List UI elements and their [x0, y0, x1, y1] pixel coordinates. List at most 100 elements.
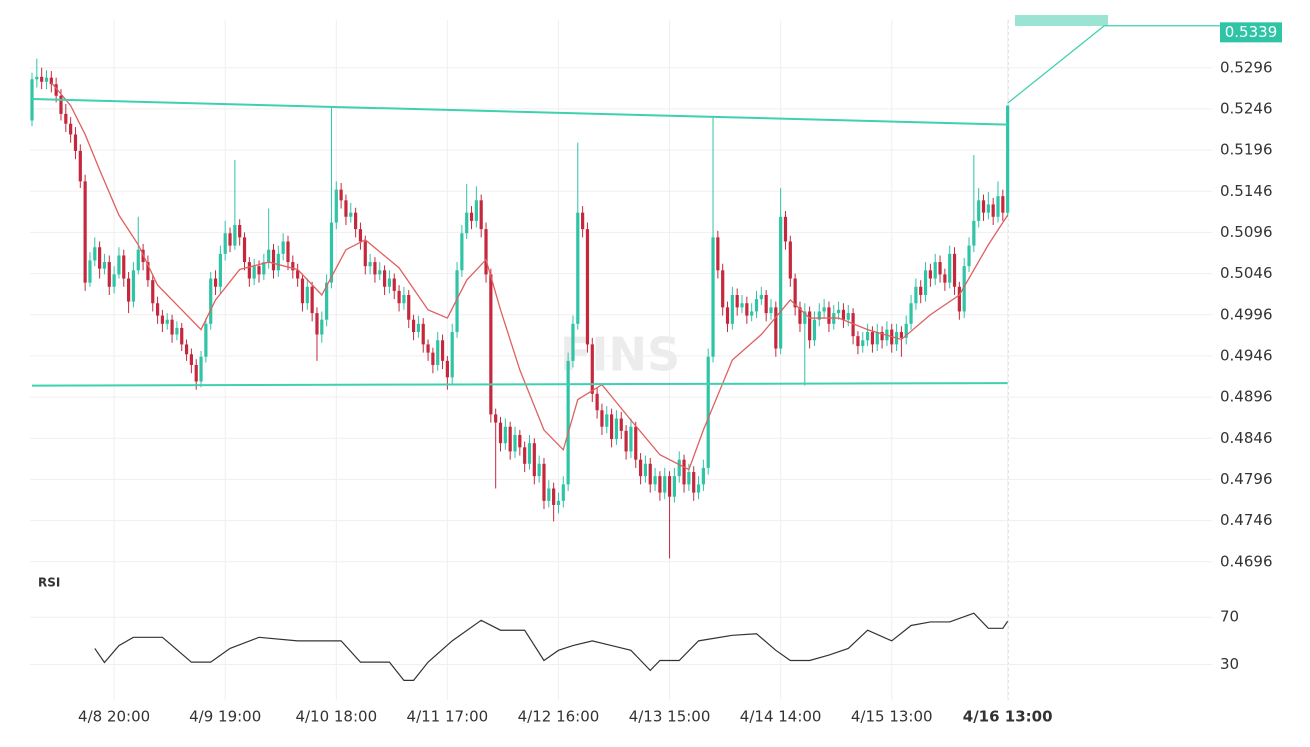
y-tick-label: 0.5146	[1220, 182, 1273, 200]
candle-body	[117, 255, 121, 275]
candle-body	[180, 327, 184, 345]
candle-body	[223, 233, 227, 254]
candle-body	[677, 459, 681, 477]
candle-body	[523, 447, 527, 464]
candle-body	[276, 253, 280, 271]
candle-body	[320, 319, 324, 335]
candle-body	[35, 76, 39, 80]
candle-body	[880, 332, 884, 341]
candle-body	[421, 323, 425, 345]
candle-body	[334, 189, 338, 223]
candle-body	[846, 313, 850, 320]
rsi-tick-label: 70	[1220, 608, 1239, 626]
y-tick-label: 0.4946	[1220, 346, 1273, 364]
candle-body	[440, 340, 445, 361]
candle-body	[745, 303, 749, 316]
candle-body	[122, 255, 126, 279]
candle-body	[436, 340, 440, 365]
x-tick-label: 4/9 19:00	[189, 708, 261, 726]
candle-body	[769, 307, 773, 314]
candle-body	[827, 307, 831, 324]
candle-body	[146, 262, 150, 281]
y-tick-label: 0.5296	[1220, 58, 1273, 76]
candle-body	[948, 253, 952, 283]
candle-body	[624, 430, 628, 452]
candle-body	[363, 241, 367, 267]
candle-body	[242, 237, 247, 263]
candle-body	[102, 262, 107, 269]
x-tick-label: 4/16 13:00	[963, 708, 1053, 726]
candle-body	[503, 426, 507, 444]
candle-body	[923, 270, 928, 295]
candle-body	[856, 336, 860, 347]
candle-body	[78, 150, 82, 182]
candle-body	[711, 237, 715, 357]
candle-body	[218, 253, 222, 287]
candle-body	[527, 443, 532, 464]
candle-body	[919, 286, 923, 295]
candle-body	[411, 319, 416, 333]
candle-body	[407, 295, 411, 320]
candle-body	[648, 463, 652, 485]
candle-body	[962, 266, 966, 312]
candle-body	[465, 212, 469, 234]
candle-body	[783, 216, 788, 242]
candle-body	[54, 84, 58, 96]
candle-body	[339, 189, 343, 201]
candle-body	[281, 241, 285, 254]
candle-body	[629, 426, 633, 452]
candle-body	[460, 233, 464, 271]
candle-body	[286, 241, 290, 263]
candle-body	[160, 315, 165, 324]
candle-body	[706, 356, 710, 468]
candle-body	[479, 200, 483, 230]
candle-body	[349, 212, 353, 217]
candle-body	[271, 249, 276, 271]
drawing-box	[1015, 15, 1108, 26]
candle-body	[899, 332, 903, 338]
y-tick-label: 0.4846	[1220, 429, 1273, 447]
candle-body	[155, 303, 160, 316]
candle-body	[537, 463, 541, 477]
candle-body	[542, 463, 546, 501]
candle-body	[489, 274, 493, 415]
candle-body	[300, 278, 305, 304]
candle-body	[450, 332, 454, 378]
candle-body	[875, 332, 879, 345]
candle-body	[822, 307, 826, 312]
candle-body	[98, 247, 102, 269]
candle-body	[967, 245, 971, 267]
rsi-line	[94, 612, 1009, 681]
candle-body	[754, 299, 759, 312]
candle-body	[808, 311, 812, 341]
candle-body	[325, 282, 329, 320]
candle-body	[803, 311, 807, 324]
candle-body	[344, 200, 348, 217]
candle-body	[977, 200, 981, 221]
x-tick-label: 4/11 17:00	[407, 708, 489, 726]
candle-body	[774, 307, 778, 349]
candle-body	[634, 426, 638, 460]
x-tick-label: 4/14 14:00	[740, 708, 822, 726]
candle-body	[267, 249, 271, 263]
candle-body	[296, 270, 300, 279]
candle-body	[696, 484, 701, 493]
y-tick-label: 0.4896	[1220, 388, 1273, 406]
candle-body	[779, 216, 783, 349]
candle-body	[59, 95, 63, 114]
candle-body	[571, 323, 575, 361]
y-tick-label: 0.4696	[1220, 552, 1273, 570]
candle-body	[952, 253, 957, 287]
candle-body	[614, 418, 619, 440]
candle-body	[213, 278, 218, 287]
candle-body	[653, 476, 657, 485]
last-price-label: 0.5339	[1225, 23, 1278, 41]
candle-body	[798, 307, 802, 324]
candle-body	[566, 360, 570, 485]
candle-body	[552, 488, 556, 505]
y-tick-label: 0.4746	[1220, 511, 1273, 529]
candle-body	[257, 266, 261, 275]
x-tick-label: 4/13 15:00	[629, 708, 711, 726]
candle-body	[199, 356, 203, 382]
